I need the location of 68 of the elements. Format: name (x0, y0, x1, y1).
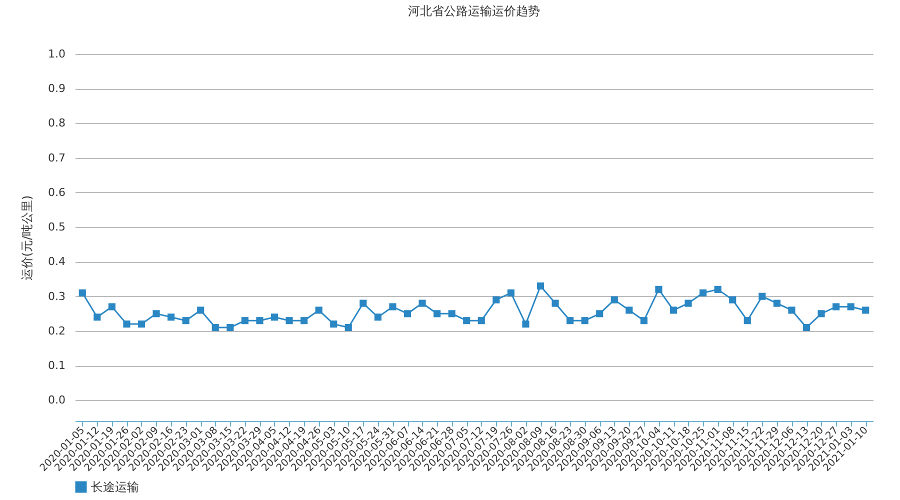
point (241, 317, 248, 324)
point (389, 303, 396, 310)
point (670, 306, 678, 314)
y-tick-label: 0.6 (48, 186, 66, 199)
point (270, 314, 278, 321)
point (123, 320, 130, 328)
point (256, 317, 264, 324)
point (818, 310, 825, 318)
point (700, 289, 707, 296)
point (94, 314, 101, 321)
point (286, 317, 293, 324)
point (522, 320, 530, 328)
point (626, 306, 633, 314)
point (802, 324, 810, 332)
point (197, 306, 204, 314)
chart-title: 河北省公路运输运价趋势 (408, 4, 540, 18)
y-axis-title: 运价(元/吨公里) (20, 195, 34, 281)
point (684, 300, 692, 307)
point (212, 324, 219, 332)
point (729, 296, 736, 304)
point (78, 289, 86, 296)
point (344, 324, 352, 332)
legend-label: 长途运输 (91, 480, 139, 494)
y-tick-label: 0.3 (48, 290, 66, 303)
point (655, 286, 662, 293)
point (360, 300, 367, 307)
point (832, 303, 840, 310)
point (758, 292, 766, 300)
point (152, 310, 160, 318)
point (552, 300, 559, 307)
point (610, 296, 618, 304)
point (182, 317, 190, 324)
y-tick-label: 0.1 (48, 359, 66, 372)
point (418, 300, 426, 307)
point (847, 303, 854, 310)
point (168, 314, 175, 321)
y-tick-label: 0.2 (48, 324, 66, 338)
y-tick-label: 1.0 (48, 48, 66, 60)
point (448, 310, 456, 318)
point (581, 317, 588, 324)
point (315, 306, 322, 314)
point (566, 317, 574, 324)
point (492, 296, 500, 304)
point (374, 314, 382, 321)
y-tick-label: 0.5 (48, 220, 66, 234)
y-tick-label: 0.8 (48, 116, 66, 130)
point (714, 286, 722, 293)
point (596, 310, 604, 318)
point (226, 324, 234, 332)
point (108, 303, 116, 310)
point (773, 300, 780, 307)
point (507, 289, 514, 296)
y-tick-label: 0.0 (48, 394, 66, 407)
point (536, 282, 544, 290)
y-tick-label: 0.7 (48, 151, 66, 164)
point (478, 317, 485, 324)
point (788, 306, 796, 314)
point (640, 317, 648, 324)
point (138, 320, 146, 328)
point (300, 317, 308, 324)
point (862, 306, 870, 314)
point (744, 317, 751, 324)
point (463, 317, 470, 324)
point (404, 310, 412, 318)
y-tick-label: 0.9 (48, 82, 66, 96)
point (434, 310, 441, 318)
point (330, 320, 338, 328)
y-tick-label: 0.4 (48, 255, 66, 268)
